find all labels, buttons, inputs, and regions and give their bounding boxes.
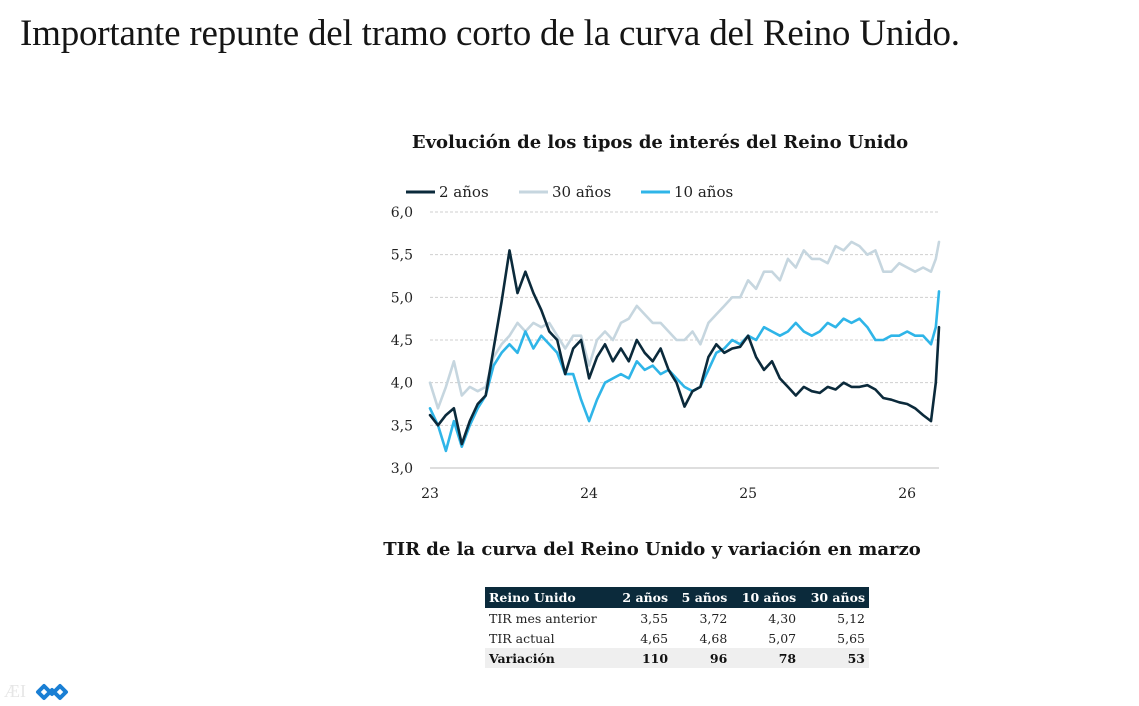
chart-series-lines bbox=[428, 240, 941, 453]
y-axis-ticks: 6,0 5,5 5,0 4,5 4,0 3,5 3,0 bbox=[391, 205, 413, 477]
legend-label: 2 años bbox=[439, 183, 489, 201]
y-tick-label: 4,5 bbox=[391, 333, 413, 349]
tir-table: Reino Unido 2 años 5 años 10 años 30 año… bbox=[485, 587, 869, 668]
table-title: TIR de la curva del Reino Unido y variac… bbox=[383, 539, 921, 560]
series-line-2-años bbox=[428, 249, 941, 446]
chart-gridlines bbox=[430, 211, 939, 426]
y-tick-label: 4,0 bbox=[391, 376, 413, 392]
table-header-cell: 5 años bbox=[672, 587, 732, 608]
y-tick-label: 3,0 bbox=[391, 461, 413, 477]
y-tick-label: 6,0 bbox=[391, 205, 413, 221]
table-cell: 4,65 bbox=[640, 630, 669, 646]
x-tick-label: 25 bbox=[739, 486, 757, 502]
table-header-cell: 10 años bbox=[731, 587, 801, 608]
table-cell: 5,65 bbox=[837, 630, 865, 646]
table-row-variacion: Variación 110 96 78 53 bbox=[485, 648, 869, 668]
table-cell: 53 bbox=[800, 648, 869, 668]
chart-title: Evolución de los tipos de interés del Re… bbox=[411, 132, 909, 153]
x-axis-ticks: 23 24 25 26 bbox=[421, 467, 939, 502]
table-cell: 96 bbox=[672, 648, 732, 668]
series-line-10-años bbox=[428, 290, 941, 453]
line-chart: 2 años 30 años 10 años 6,0 5,5 5,0 4,5 4,0 3,5 3… bbox=[391, 183, 941, 502]
x-tick-label: 26 bbox=[898, 486, 916, 502]
company-logo: ÆI bbox=[4, 681, 74, 703]
table-cell: 4,30 bbox=[768, 610, 797, 626]
legend-label: 10 años bbox=[674, 183, 733, 201]
table-cell: TIR mes anterior bbox=[489, 610, 597, 626]
table-cell: 5,12 bbox=[837, 610, 865, 626]
table-cell: 78 bbox=[731, 648, 801, 668]
table-cell: Variación bbox=[485, 648, 613, 668]
legend-label: 30 años bbox=[552, 183, 611, 201]
x-tick-label: 24 bbox=[580, 486, 598, 502]
table-cell: 3,55 bbox=[640, 610, 669, 626]
table-cell: 4,68 bbox=[699, 630, 728, 646]
chart-legend: 2 años 30 años 10 años bbox=[406, 183, 733, 201]
table-cell: 3,72 bbox=[699, 610, 728, 626]
table-cell: TIR actual bbox=[489, 630, 555, 646]
x-tick-label: 23 bbox=[421, 486, 439, 502]
series-line-30-años bbox=[428, 240, 941, 410]
slide-title: Importante repunte del tramo corto de la… bbox=[20, 13, 960, 54]
table-row: TIR mes anterior 3,55 3,72 4,30 5,12 bbox=[485, 608, 869, 628]
table-header-cell: Reino Unido bbox=[485, 587, 613, 608]
table-cell: 110 bbox=[612, 648, 673, 668]
logo-ghost-mark: ÆI bbox=[4, 681, 26, 701]
table-row: TIR actual 4,65 4,68 5,07 5,65 bbox=[485, 628, 869, 648]
infinity-logo-icon bbox=[36, 684, 68, 700]
table-header-cell: 2 años bbox=[612, 587, 673, 608]
table-header-row: Reino Unido 2 años 5 años 10 años 30 año… bbox=[485, 587, 869, 608]
y-tick-label: 5,5 bbox=[391, 248, 413, 264]
table-header-cell: 30 años bbox=[800, 587, 869, 608]
y-tick-label: 5,0 bbox=[391, 290, 413, 306]
table-cell: 5,07 bbox=[768, 630, 797, 646]
y-tick-label: 3,5 bbox=[391, 418, 413, 434]
